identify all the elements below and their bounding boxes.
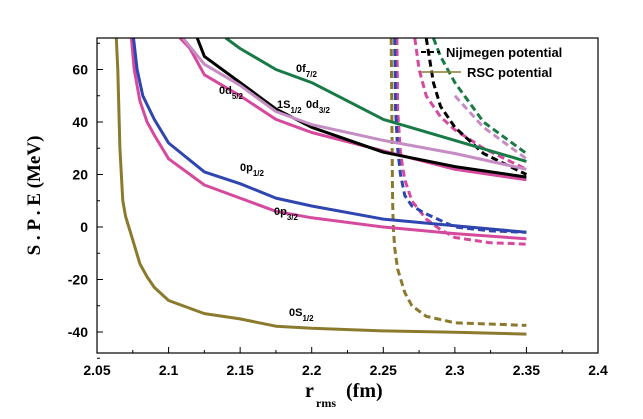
legend: Nijmegen potential RSC potential	[421, 45, 562, 80]
curve-label-0p1-2: 0p1/2	[240, 162, 265, 178]
x-tick-label: 2.35	[513, 362, 540, 378]
y-tick-label: 60	[72, 62, 88, 78]
curve-label-0d5-2: 0d5/2	[219, 85, 244, 101]
y-tick-label: 40	[72, 114, 88, 130]
curve-labels: 0S1/2 0p3/2 0p1/2 0d5/2 1S1/2 0d3/2 0f7/2	[219, 63, 331, 323]
y-axis-title: S . P . E (MeV)	[24, 136, 45, 256]
curve-label-0p3-2: 0p3/2	[274, 206, 299, 222]
series-0f7-2-nijmegen	[432, 38, 528, 155]
x-tick-label: 2.25	[370, 362, 397, 378]
series-0p1-2-rsc	[132, 38, 527, 234]
curve-label-0f7-2: 0f7/2	[296, 63, 317, 79]
curve-label-0d3-2: 0d3/2	[306, 99, 331, 115]
series-0p1-2-nijmegen	[393, 38, 527, 234]
x-tick-label: 2.1	[159, 362, 179, 378]
legend-label-nijmegen: Nijmegen potential	[446, 45, 562, 60]
x-axis-subscript: rms	[316, 396, 336, 410]
x-tick-label: 2.15	[227, 362, 254, 378]
legend-label-rsc: RSC potential	[467, 65, 552, 80]
series-0p3-2-rsc	[129, 38, 527, 241]
y-tick-label: 0	[80, 219, 88, 235]
series-1s1-2-nijmegen	[424, 38, 528, 176]
x-axis-title: r	[305, 380, 314, 402]
plot-area	[114, 38, 528, 336]
x-tick-label: 2.05	[83, 362, 110, 378]
x-tick-label: 2.3	[445, 362, 465, 378]
y-tick-label: -40	[68, 324, 88, 340]
series-0d3-2-nijmegen	[453, 94, 528, 161]
plot-frame	[96, 37, 599, 354]
series-0f7-2-rsc	[224, 38, 527, 163]
x-axis-unit: (fm)	[346, 380, 383, 402]
axes: 2.05 2.1 2.15 2.2 2.25 2.3 2.35 2.4 -40 -20 0 20 40 6…	[24, 37, 608, 410]
curve-label-0s1-2: 0S1/2	[289, 307, 314, 323]
y-tick-label: -20	[68, 272, 88, 288]
y-tick-label: 20	[72, 167, 88, 183]
series-0s1-2-nijmegen	[389, 38, 527, 327]
x-tick-label: 2.4	[588, 362, 608, 378]
series-0s1-2-rsc	[114, 38, 527, 336]
x-tick-label: 2.2	[302, 362, 322, 378]
curve-label-1s1-2: 1S1/2	[277, 99, 302, 115]
series-0d3-2-rsc	[181, 38, 527, 171]
